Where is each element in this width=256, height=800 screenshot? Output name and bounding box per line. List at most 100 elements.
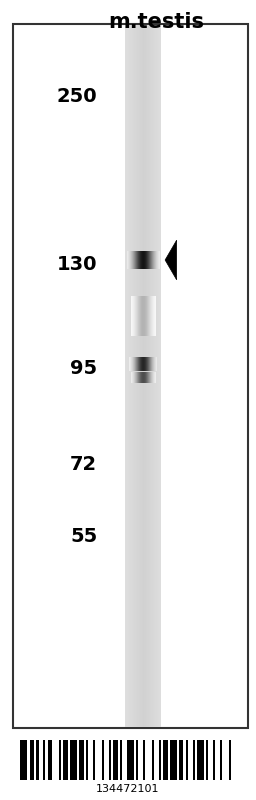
Bar xyxy=(122,740,127,780)
Bar xyxy=(109,740,111,780)
Bar xyxy=(139,25,140,727)
Bar xyxy=(77,740,79,780)
Bar xyxy=(177,740,179,780)
Bar xyxy=(155,25,156,727)
Bar xyxy=(146,25,147,727)
Bar xyxy=(130,25,131,727)
Bar xyxy=(29,740,34,780)
Bar xyxy=(179,740,184,780)
Bar xyxy=(45,740,48,780)
Bar xyxy=(195,740,197,780)
Bar xyxy=(156,25,157,727)
Bar xyxy=(93,740,95,780)
Bar xyxy=(48,740,52,780)
Bar xyxy=(161,740,163,780)
Bar xyxy=(145,25,146,727)
Bar xyxy=(151,25,152,727)
Bar xyxy=(188,740,193,780)
Bar xyxy=(138,25,139,727)
Bar xyxy=(59,740,61,780)
Bar xyxy=(120,740,122,780)
Bar xyxy=(142,25,143,727)
Bar xyxy=(27,740,29,780)
Bar xyxy=(104,740,109,780)
Bar xyxy=(152,740,154,780)
Bar xyxy=(145,740,152,780)
Bar xyxy=(102,740,104,780)
Bar xyxy=(138,740,143,780)
Bar xyxy=(39,740,43,780)
Bar xyxy=(84,740,86,780)
Bar xyxy=(61,740,63,780)
Text: 134472101: 134472101 xyxy=(96,784,160,794)
Text: 130: 130 xyxy=(57,254,97,274)
Text: 250: 250 xyxy=(57,86,97,106)
Bar xyxy=(127,25,128,727)
Bar xyxy=(134,25,135,727)
Bar xyxy=(168,740,170,780)
Bar xyxy=(79,740,84,780)
Bar xyxy=(126,25,127,727)
Bar xyxy=(229,740,231,780)
Bar xyxy=(148,25,149,727)
Bar xyxy=(140,25,141,727)
Text: 72: 72 xyxy=(70,454,97,474)
Bar xyxy=(63,740,68,780)
Bar xyxy=(222,740,229,780)
Text: m.testis: m.testis xyxy=(108,12,204,32)
Bar xyxy=(34,740,36,780)
Bar xyxy=(153,25,154,727)
Bar xyxy=(154,25,155,727)
Bar xyxy=(152,25,153,727)
Bar xyxy=(95,740,102,780)
Bar xyxy=(43,740,45,780)
Polygon shape xyxy=(165,240,177,280)
Bar xyxy=(88,740,93,780)
Text: 55: 55 xyxy=(70,526,97,546)
Bar xyxy=(154,740,158,780)
Bar xyxy=(159,25,160,727)
Bar xyxy=(208,740,213,780)
Bar xyxy=(158,740,161,780)
Bar xyxy=(158,25,159,727)
Bar xyxy=(213,740,215,780)
Bar xyxy=(150,25,151,727)
Bar xyxy=(36,740,39,780)
Bar xyxy=(13,24,248,728)
Bar xyxy=(206,740,208,780)
Bar xyxy=(147,25,148,727)
Bar xyxy=(52,740,59,780)
Bar xyxy=(204,740,206,780)
Bar xyxy=(133,25,134,727)
Bar xyxy=(20,740,27,780)
Bar xyxy=(220,740,222,780)
Bar xyxy=(193,740,195,780)
Bar xyxy=(113,740,118,780)
Bar xyxy=(70,740,77,780)
Bar xyxy=(141,25,142,727)
Bar xyxy=(170,740,177,780)
Bar xyxy=(134,740,136,780)
Bar xyxy=(86,740,88,780)
Bar xyxy=(68,740,70,780)
Bar xyxy=(118,740,120,780)
Bar xyxy=(111,740,113,780)
Bar xyxy=(135,25,136,727)
Bar xyxy=(125,25,126,727)
Bar xyxy=(144,25,145,727)
Bar xyxy=(163,740,168,780)
Bar xyxy=(143,25,144,727)
Bar xyxy=(132,25,133,727)
Bar xyxy=(149,25,150,727)
Bar xyxy=(129,25,130,727)
Bar xyxy=(231,740,236,780)
Bar xyxy=(137,25,138,727)
Bar xyxy=(136,740,138,780)
Bar xyxy=(127,740,134,780)
Bar xyxy=(157,25,158,727)
Bar xyxy=(184,740,186,780)
Text: 95: 95 xyxy=(70,358,97,378)
Bar xyxy=(131,25,132,727)
Bar xyxy=(143,740,145,780)
Bar xyxy=(136,25,137,727)
